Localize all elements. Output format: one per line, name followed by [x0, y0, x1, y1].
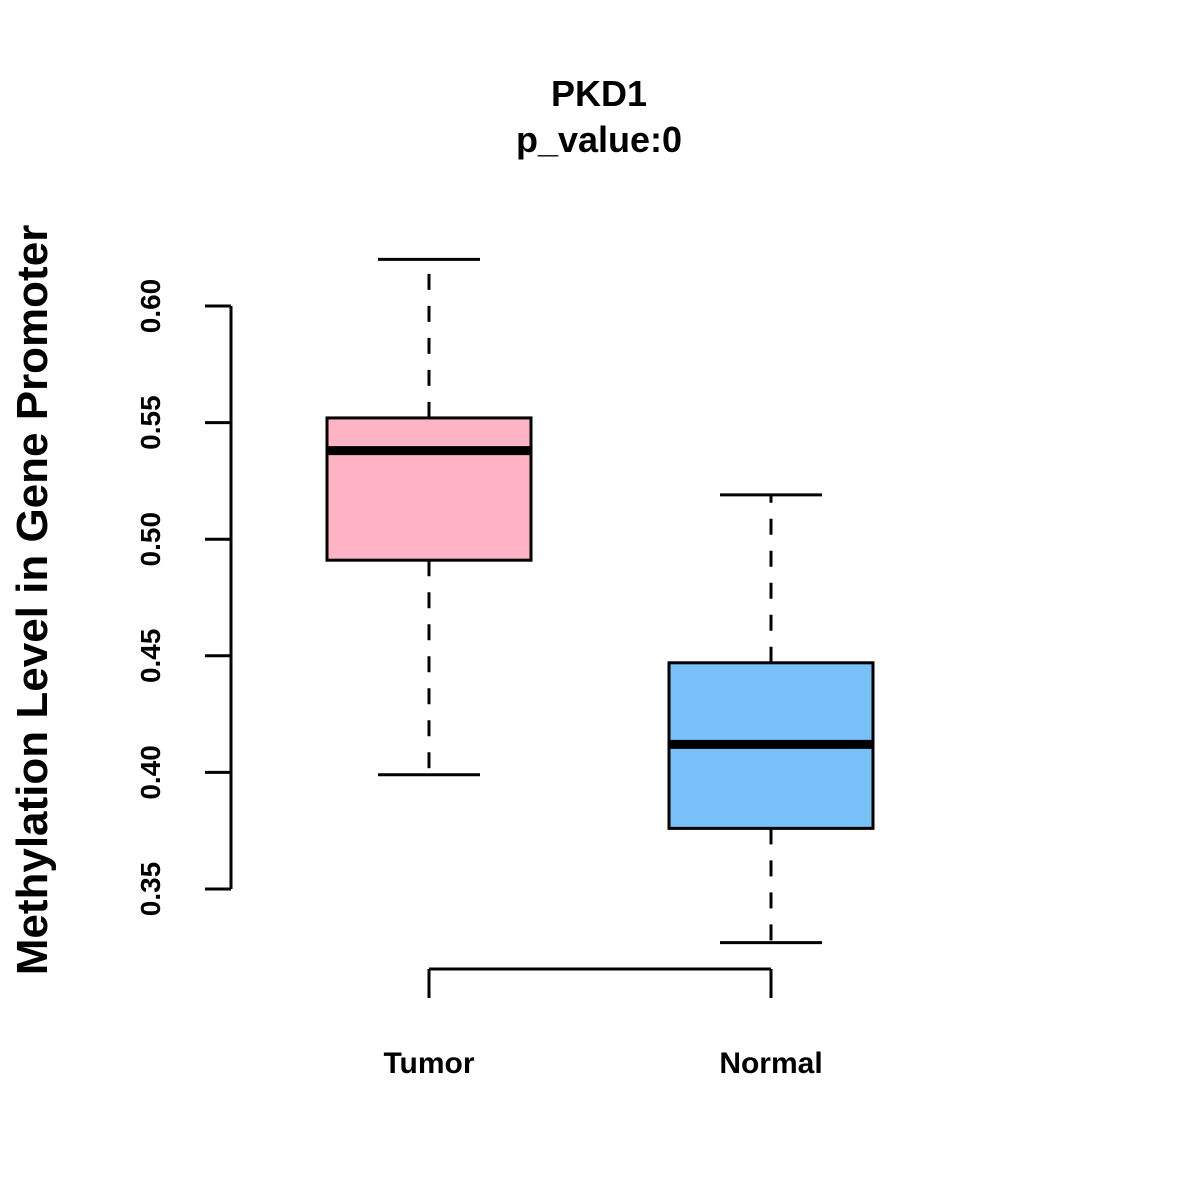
y-tick-label: 0.60	[135, 279, 166, 334]
iqr-box	[325, 416, 533, 562]
boxes-layer	[325, 257, 875, 945]
box-tumor	[325, 257, 533, 777]
y-tick-label: 0.50	[135, 512, 166, 567]
y-tick-label: 0.40	[135, 745, 166, 800]
x-tick-label-normal: Normal	[719, 1047, 822, 1080]
y-tick-label: 0.45	[135, 629, 166, 684]
y-tick-label: 0.55	[135, 395, 166, 450]
x-axis: Tumor Normal	[383, 967, 823, 1080]
chart-subtitle: p_value:0	[516, 119, 682, 160]
y-tick-label: 0.35	[135, 862, 166, 917]
box-normal	[667, 493, 875, 945]
x-tick-label-tumor: Tumor	[383, 1047, 474, 1080]
chart-title: PKD1	[551, 73, 647, 114]
y-axis: 0.35 0.40 0.45 0.50 0.55 0.60	[135, 279, 233, 917]
y-axis-label: Methylation Level in Gene Promoter	[8, 225, 57, 976]
